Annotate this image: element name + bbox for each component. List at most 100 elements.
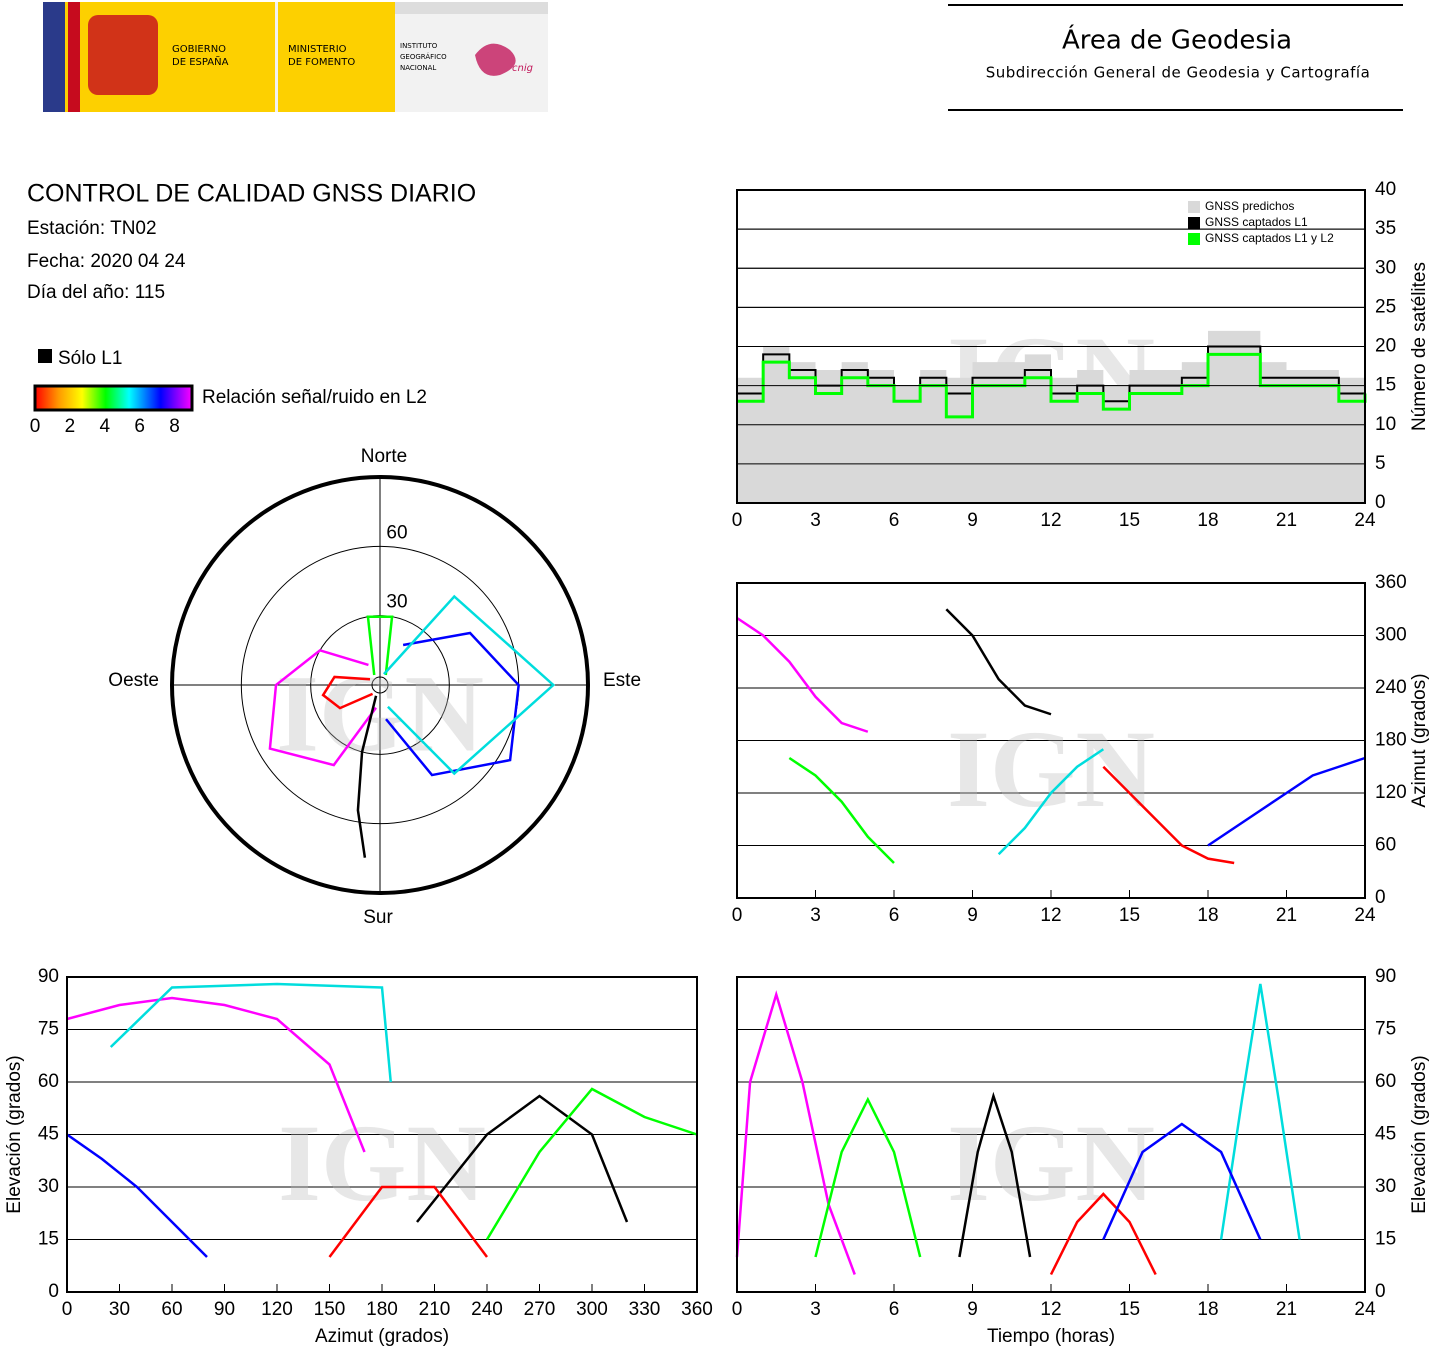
y-tick-label: 45 xyxy=(38,1124,59,1145)
track xyxy=(1207,756,1366,847)
track xyxy=(814,1096,922,1258)
x-tick-label: 0 xyxy=(732,1299,743,1320)
logo-text: DE ESPAÑA xyxy=(172,55,229,68)
x-tick-label: 12 xyxy=(1040,1299,1061,1320)
colorbar-tick-label: 4 xyxy=(99,416,110,437)
direction-label: Sur xyxy=(363,907,393,928)
colorbar-tick-label: 0 xyxy=(30,416,41,437)
horizon xyxy=(170,475,590,895)
track xyxy=(958,1091,1032,1258)
y-tick-label: 30 xyxy=(38,1176,59,1197)
x-tick-label: 270 xyxy=(524,1299,556,1320)
y-tick-label: 60 xyxy=(1375,1071,1396,1092)
info-line: Fecha: 2020 04 24 xyxy=(27,251,186,272)
track xyxy=(366,615,394,676)
x-tick-label: 9 xyxy=(967,905,978,926)
x-tick-label: 15 xyxy=(1119,905,1140,926)
coat-of-arms xyxy=(88,15,158,95)
track xyxy=(1049,1192,1157,1276)
y-tick-label: 75 xyxy=(38,1019,59,1040)
x-tick-label: 18 xyxy=(1197,1299,1218,1320)
track xyxy=(736,616,869,733)
y-tick-label: 30 xyxy=(1375,257,1396,278)
colorbar-tick-label: 2 xyxy=(65,416,76,437)
eu-strip xyxy=(43,2,65,112)
y-tick-label: 90 xyxy=(38,966,59,987)
track xyxy=(328,1185,488,1258)
x-tick-label: 6 xyxy=(889,1299,900,1320)
x-tick-label: 30 xyxy=(109,1299,130,1320)
y-tick-label: 0 xyxy=(1375,492,1386,513)
y-tick-label: 90 xyxy=(1375,966,1396,987)
y-tick-label: 5 xyxy=(1375,453,1386,474)
y-tick-label: 0 xyxy=(1375,1281,1386,1302)
y-tick-label: 40 xyxy=(1375,179,1396,200)
plot-frame xyxy=(736,189,1366,504)
y-tick-label: 20 xyxy=(1375,336,1396,357)
legend-label: Sólo L1 xyxy=(58,348,122,369)
plot-frame xyxy=(66,976,698,1293)
y-tick-label: 15 xyxy=(38,1229,59,1250)
x-tick-label: 21 xyxy=(1276,1299,1297,1320)
colorbar xyxy=(33,384,194,412)
direction-label: Oeste xyxy=(108,670,159,691)
track xyxy=(945,608,1052,716)
track xyxy=(321,675,374,710)
watermark: IGN xyxy=(947,708,1155,830)
x-tick-label: 9 xyxy=(967,1299,978,1320)
y-tick-label: 360 xyxy=(1375,572,1407,593)
x-tick-label: 12 xyxy=(1040,510,1061,531)
track xyxy=(1219,983,1301,1240)
y-tick-label: 45 xyxy=(1375,1124,1396,1145)
logo-text: GEOGRÁFICO xyxy=(400,52,447,61)
legend-label: GNSS predichos xyxy=(1205,199,1294,213)
track xyxy=(1102,765,1235,865)
legend-label: GNSS captados L1 y L2 xyxy=(1205,231,1334,245)
cnig-logo xyxy=(475,43,516,76)
x-tick-label: 180 xyxy=(366,1299,398,1320)
info-line: Día del año: 115 xyxy=(27,282,165,303)
legend-label: GNSS captados L1 xyxy=(1205,215,1308,229)
x-tick-label: 330 xyxy=(629,1299,661,1320)
track xyxy=(485,1087,698,1241)
x-tick-label: 6 xyxy=(889,510,900,531)
x-tick-label: 0 xyxy=(62,1299,73,1320)
x-tick-label: 18 xyxy=(1197,510,1218,531)
area xyxy=(737,330,1365,503)
y-tick-label: 15 xyxy=(1375,375,1396,396)
track xyxy=(788,756,895,864)
track xyxy=(416,1094,629,1223)
ministry-logo xyxy=(278,2,395,112)
y-tick-label: 0 xyxy=(48,1281,59,1302)
y-axis-title: Elevación (grados) xyxy=(1409,1055,1430,1213)
track xyxy=(109,982,392,1083)
direction-label: Norte xyxy=(361,446,407,467)
track xyxy=(383,594,556,776)
x-tick-label: 0 xyxy=(732,510,743,531)
logo-text: cnig xyxy=(512,63,533,74)
logo-text: DE FOMENTO xyxy=(288,57,355,68)
y-axis-title: Azimut (grados) xyxy=(1409,673,1430,807)
logo-text: MINISTERIO xyxy=(288,44,347,55)
x-tick-label: 18 xyxy=(1197,905,1218,926)
y-tick-label: 75 xyxy=(1375,1019,1396,1040)
plot-frame xyxy=(736,976,1366,1293)
y-tick-label: 300 xyxy=(1375,625,1407,646)
y-tick-label: 60 xyxy=(1375,835,1396,856)
line xyxy=(737,352,1367,419)
x-axis-title: Azimut (grados) xyxy=(315,1326,449,1347)
x-tick-label: 150 xyxy=(314,1299,346,1320)
y-axis-title: Elevación (grados) xyxy=(4,1055,25,1213)
x-tick-label: 15 xyxy=(1119,510,1140,531)
x-tick-label: 3 xyxy=(810,510,821,531)
y-axis-title: Número de satélites xyxy=(1409,262,1430,431)
y-tick-label: 35 xyxy=(1375,218,1396,239)
y-tick-label: 240 xyxy=(1375,677,1407,698)
x-tick-label: 3 xyxy=(810,905,821,926)
track xyxy=(268,648,377,767)
x-tick-label: 60 xyxy=(161,1299,182,1320)
colorbar-tick-label: 8 xyxy=(169,416,180,437)
colorbar-label: Relación señal/ruido en L2 xyxy=(202,387,427,408)
x-tick-label: 24 xyxy=(1354,510,1376,531)
